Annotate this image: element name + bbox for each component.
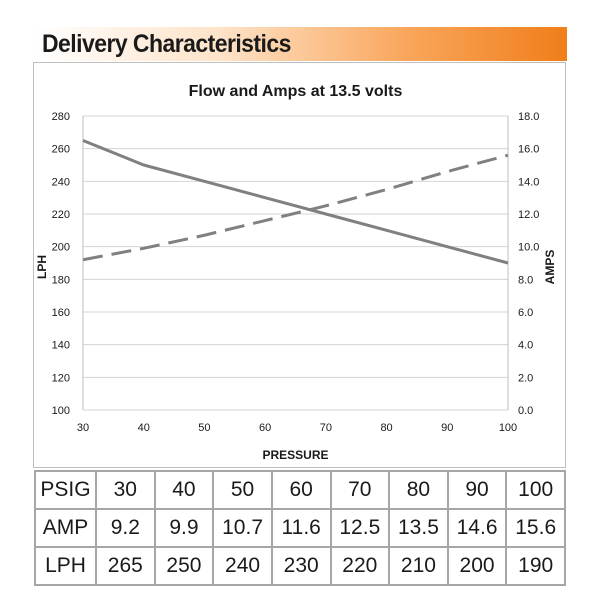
table-cell: 265 xyxy=(95,546,156,586)
y2-tick-label: 10.0 xyxy=(518,242,539,254)
table-cell: 100 xyxy=(505,470,566,510)
x-tick-label: 40 xyxy=(138,422,150,434)
y-tick-label: 140 xyxy=(52,340,70,352)
x-tick-label: 30 xyxy=(77,422,89,434)
y2-tick-label: 4.0 xyxy=(518,340,533,352)
data-table: PSIG 30 40 50 60 70 80 90 100 AMP 9.2 9.9 10.7 11.6 12… xyxy=(34,470,566,586)
y2-tick-label: 12.0 xyxy=(518,209,539,221)
table-cell: 50 xyxy=(212,470,273,510)
table-row: LPH 265 250 240 230 220 210 200 190 xyxy=(34,546,566,586)
table-cell: 11.6 xyxy=(270,508,332,548)
series-line-lph xyxy=(82,139,509,265)
y-tick-label: 100 xyxy=(52,405,70,417)
y-tick-label: 120 xyxy=(52,372,70,384)
y-axis-label: LPH xyxy=(35,255,49,279)
table-cell: 13.5 xyxy=(388,508,449,548)
table-cell: 15.6 xyxy=(505,508,566,548)
x-tick-label: 50 xyxy=(198,422,210,434)
x-tick-label: 90 xyxy=(441,422,453,434)
y2-tick-label: 2.0 xyxy=(518,372,533,384)
y2-axis-label: AMPS xyxy=(543,250,557,285)
table-cell: 9.2 xyxy=(95,508,156,548)
x-tick-label: 80 xyxy=(380,422,392,434)
y-tick-label: 180 xyxy=(52,274,70,286)
x-tick-label: 100 xyxy=(499,422,517,434)
table-cell: 14.6 xyxy=(446,508,508,548)
y-tick-label: 200 xyxy=(52,242,70,254)
y2-tick-label: 0.0 xyxy=(518,405,533,417)
table-cell: 12.5 xyxy=(329,508,391,548)
table-cell: 200 xyxy=(446,546,508,586)
y-tick-label: 260 xyxy=(52,144,70,156)
y-tick-label: 160 xyxy=(52,307,70,319)
table-cell: 30 xyxy=(95,470,156,510)
table-row: AMP 9.2 9.9 10.7 11.6 12.5 13.5 14.6 15.6 xyxy=(34,508,566,548)
y2-tick-label: 18.0 xyxy=(518,111,539,123)
x-tick-label: 70 xyxy=(320,422,332,434)
table-row: PSIG 30 40 50 60 70 80 90 100 xyxy=(34,470,566,510)
table-cell: 60 xyxy=(270,470,332,510)
chart: Flow and Amps at 13.5 volts 100 120 140 160 1… xyxy=(35,83,557,462)
table-cell: 80 xyxy=(388,470,449,510)
y2-tick-label: 16.0 xyxy=(518,144,539,156)
table-cell: 220 xyxy=(329,546,391,586)
table-row-label: PSIG xyxy=(34,470,97,510)
table-cell: 250 xyxy=(153,546,215,586)
table-cell: 10.7 xyxy=(212,508,273,548)
y2-tick-label: 6.0 xyxy=(518,307,533,319)
page-title: Delivery Characteristics xyxy=(42,30,291,58)
header-bar xyxy=(33,27,567,61)
table-cell: 9.9 xyxy=(153,508,215,548)
table-cell: 90 xyxy=(446,470,508,510)
chart-frame: Flow and Amps at 13.5 volts 100 120 140 160 1… xyxy=(33,62,566,468)
y2-tick-label: 8.0 xyxy=(518,274,533,286)
x-tick-label: 60 xyxy=(259,422,271,434)
table-row-label: LPH xyxy=(34,546,97,586)
x-axis-label: PRESSURE xyxy=(262,448,328,462)
table-cell: 240 xyxy=(212,546,273,586)
chart-title: Flow and Amps at 13.5 volts xyxy=(189,83,403,100)
y-tick-label: 240 xyxy=(52,176,70,188)
y-tick-label: 220 xyxy=(52,209,70,221)
table-cell: 230 xyxy=(270,546,332,586)
table-row-label: AMP xyxy=(34,508,97,548)
series-line-amps xyxy=(82,153,509,262)
y-tick-label: 280 xyxy=(52,111,70,123)
table-cell: 210 xyxy=(388,546,449,586)
y2-tick-label: 14.0 xyxy=(518,176,539,188)
table-cell: 70 xyxy=(329,470,391,510)
table-cell: 190 xyxy=(505,546,566,586)
table-cell: 40 xyxy=(153,470,215,510)
